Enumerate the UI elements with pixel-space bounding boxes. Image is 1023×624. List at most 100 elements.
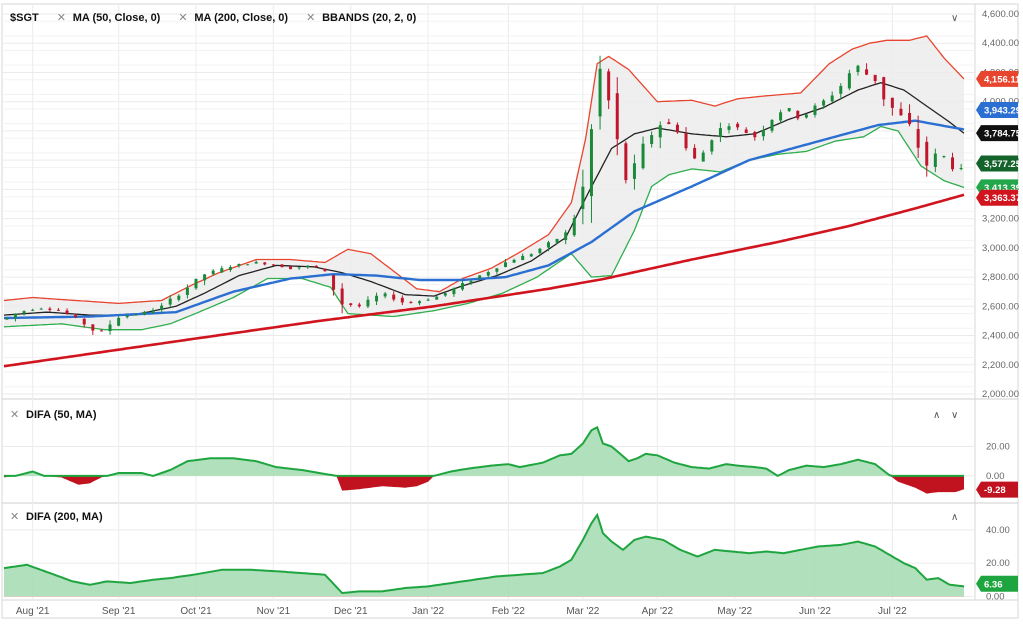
y-axis-difa200: 40.00 20.00 0.00 bbox=[986, 525, 1010, 602]
candle-body bbox=[813, 105, 817, 115]
close-icon[interactable]: ✕ bbox=[178, 12, 187, 24]
candle-body bbox=[74, 315, 78, 318]
candle-body bbox=[306, 265, 310, 268]
x-tick-label: Aug '21 bbox=[16, 606, 50, 617]
candle-body bbox=[108, 324, 112, 332]
y-tick-label: 3,200.00 bbox=[982, 214, 1019, 225]
positive-area bbox=[4, 515, 964, 597]
candle-body bbox=[710, 140, 714, 152]
legend-item: MA (50, Close, 0) bbox=[73, 12, 161, 24]
candle-body bbox=[701, 152, 705, 162]
candle-body bbox=[727, 126, 731, 130]
candle-body bbox=[916, 129, 920, 148]
y-tick-label: 2,000.00 bbox=[982, 389, 1019, 400]
y-tick-label: 2,400.00 bbox=[982, 331, 1019, 342]
y-tick-label: 3,000.00 bbox=[982, 243, 1019, 254]
candle-body bbox=[254, 261, 258, 264]
candle-body bbox=[804, 114, 808, 118]
tag-value: 3,577.25 bbox=[984, 159, 1022, 170]
bollinger-band-fill bbox=[4, 35, 964, 330]
y-axis-difa50: 20.00 0.00 bbox=[986, 441, 1010, 481]
chevron-down-icon[interactable]: ∨ bbox=[951, 410, 958, 421]
bbands-upper-line bbox=[3, 35, 965, 305]
candle-body bbox=[753, 131, 757, 138]
candle-body bbox=[366, 299, 370, 307]
close-icon[interactable]: ✕ bbox=[306, 12, 315, 24]
candle-body bbox=[426, 299, 430, 301]
candle-body bbox=[615, 93, 619, 140]
candle-body bbox=[349, 303, 353, 305]
candle-body bbox=[546, 242, 550, 248]
chevron-up-icon[interactable]: ∧ bbox=[933, 410, 940, 421]
tag-background bbox=[976, 155, 1018, 172]
x-tick-label: Nov '21 bbox=[257, 606, 291, 617]
ma200-tag: 3,363.37 bbox=[976, 189, 1021, 206]
last-value-tags: 4,156.11 3,943.29 3,784.75 3,577.25 3,413.39… bbox=[976, 70, 1022, 592]
candle-body bbox=[667, 122, 671, 124]
candle-body bbox=[478, 275, 482, 279]
candle-body bbox=[589, 129, 593, 197]
candle-body bbox=[435, 296, 439, 300]
candle-body bbox=[332, 275, 336, 290]
candle-body bbox=[521, 255, 525, 261]
difa200-legend-label: DIFA (200, MA) bbox=[26, 511, 103, 523]
bollinger-band-area bbox=[4, 35, 964, 330]
candle-body bbox=[5, 317, 9, 320]
candle-body bbox=[856, 65, 860, 73]
candle-body bbox=[134, 314, 138, 316]
close-icon[interactable]: ✕ bbox=[10, 409, 19, 421]
difa200-area bbox=[3, 512, 965, 597]
candle-body bbox=[538, 248, 542, 253]
candle-body bbox=[271, 264, 275, 266]
candle-body bbox=[418, 301, 422, 304]
candle-body bbox=[289, 266, 293, 270]
close-icon[interactable]: ✕ bbox=[57, 12, 66, 24]
candle-body bbox=[323, 268, 327, 272]
tag-background bbox=[976, 101, 1018, 118]
candle-body bbox=[882, 77, 886, 100]
y-tick-label: 4,400.00 bbox=[982, 38, 1019, 49]
candle-body bbox=[142, 311, 146, 315]
candle-body bbox=[744, 129, 748, 133]
candle-body bbox=[469, 281, 473, 284]
candle-body bbox=[555, 239, 559, 243]
x-tick-label: Feb '22 bbox=[492, 606, 525, 617]
candle-body bbox=[13, 313, 17, 319]
candle-body bbox=[830, 95, 834, 102]
candlestick-series bbox=[5, 55, 963, 335]
tag-value: 3,784.75 bbox=[984, 129, 1022, 140]
candle-body bbox=[693, 147, 697, 159]
candle-body bbox=[48, 308, 52, 310]
legend-item: MA (200, Close, 0) bbox=[194, 12, 288, 24]
chevron-down-icon[interactable]: ∨ bbox=[951, 13, 958, 24]
candle-body bbox=[658, 125, 662, 138]
candle-body bbox=[512, 259, 516, 263]
candle-body bbox=[598, 68, 602, 117]
candle-body bbox=[263, 262, 267, 265]
legend-item: $SGT bbox=[10, 12, 39, 24]
close-tag: 3,577.25 bbox=[976, 155, 1022, 172]
panel-frames bbox=[1, 3, 1019, 619]
candle-body bbox=[409, 302, 413, 304]
candle-body bbox=[624, 143, 628, 181]
candle-body bbox=[529, 254, 533, 257]
ma200-line bbox=[3, 193, 965, 368]
candle-body bbox=[151, 310, 155, 314]
candle-body bbox=[632, 163, 636, 179]
chevron-up-icon[interactable]: ∧ bbox=[951, 512, 958, 523]
x-tick-label: Jul '22 bbox=[878, 606, 907, 617]
candle-body bbox=[383, 293, 387, 297]
candle-body bbox=[865, 69, 869, 75]
tag-background bbox=[976, 189, 1018, 206]
candle-body bbox=[718, 128, 722, 138]
candle-body bbox=[357, 304, 361, 307]
candle-body bbox=[942, 156, 946, 158]
y-tick-label: 40.00 bbox=[986, 525, 1010, 536]
close-icon[interactable]: ✕ bbox=[10, 511, 19, 523]
difa50-legend-label: DIFA (50, MA) bbox=[26, 409, 97, 421]
candle-body bbox=[486, 272, 490, 276]
candle-body bbox=[91, 324, 95, 331]
y-tick-label: 2,600.00 bbox=[982, 301, 1019, 312]
candle-body bbox=[839, 85, 843, 94]
